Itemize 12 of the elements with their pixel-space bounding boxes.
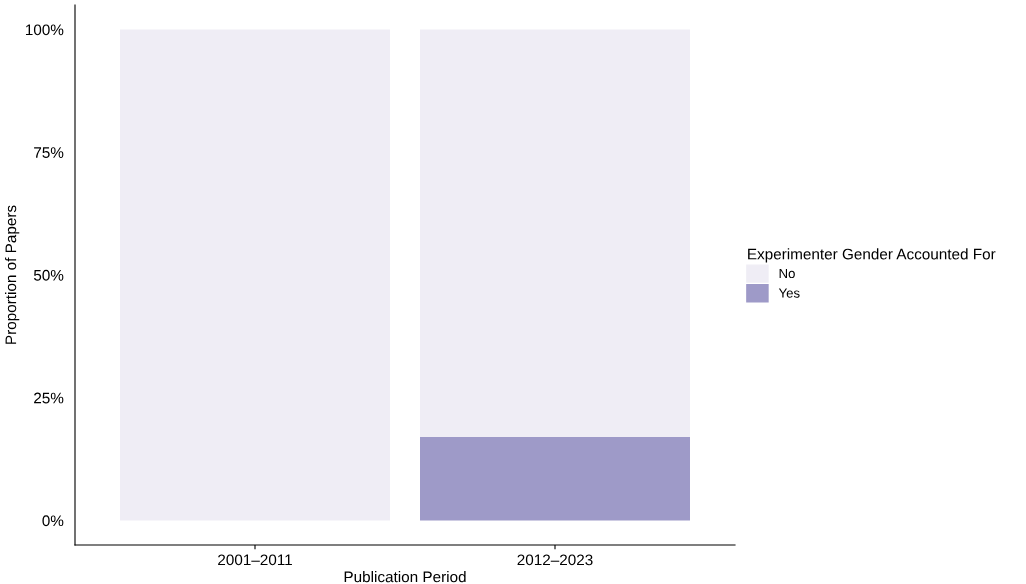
y-tick-label: 0% <box>42 515 64 527</box>
y-tick-label: 100% <box>25 24 64 36</box>
x-tick-label: 2012–2023 <box>517 554 593 566</box>
y-tick-label: 50% <box>33 269 64 281</box>
x-axis-title: Publication Period <box>344 571 466 583</box>
x-tick-label: 2001–2011 <box>218 554 292 566</box>
legend-label: Yes <box>778 288 800 298</box>
y-tick-label: 25% <box>34 392 64 404</box>
y-axis-title: Proportion of Papers <box>5 205 20 344</box>
legend-title: Experimenter Gender Accounted For <box>748 248 996 263</box>
y-tick-label: 75% <box>34 147 64 158</box>
legend-label: No <box>779 268 795 279</box>
